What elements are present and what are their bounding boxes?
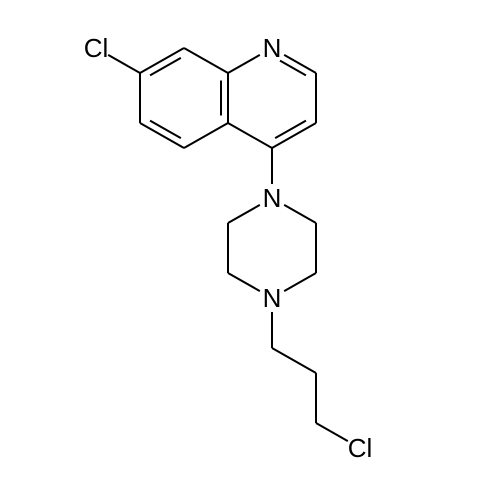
atom-label-N2: N [263, 183, 282, 213]
molecule-diagram: Cl N N N Cl [0, 0, 500, 500]
atom-label-Cl1: Cl [84, 33, 109, 63]
atom-label-N3: N [263, 283, 282, 313]
atom-label-N1: N [263, 33, 282, 63]
atom-label-Cl2: Cl [348, 433, 373, 463]
